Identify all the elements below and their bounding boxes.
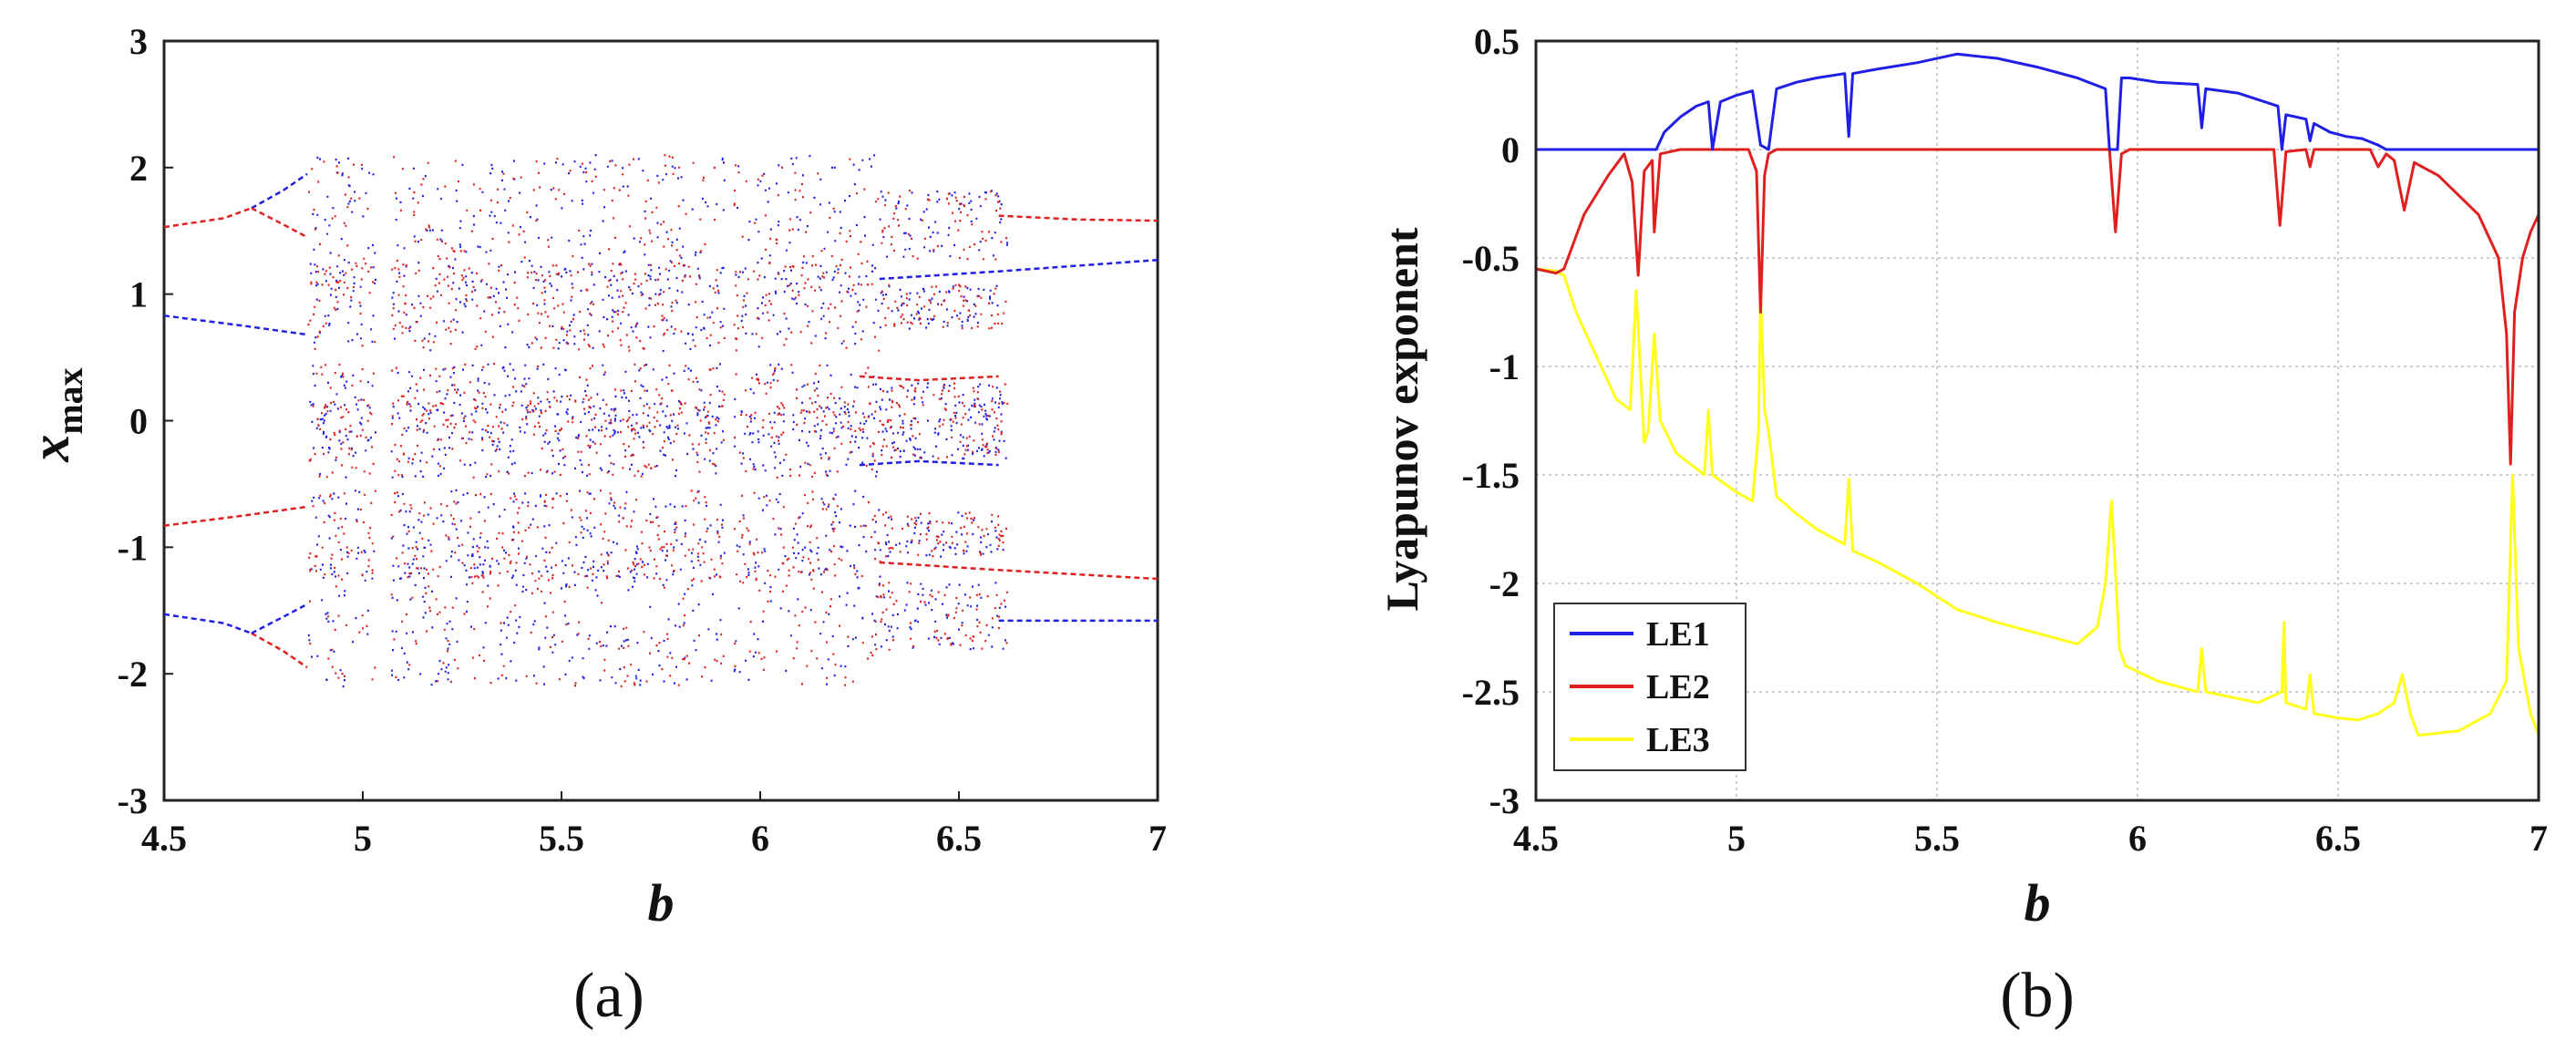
panel-a-tick-labels: 4.5 5 5.5 6 6.5 7 3 2 1 0 -1 -2 -3 [118,21,1167,859]
legend-label-le2: LE2 [1646,668,1710,706]
panel-a-y-tick-label: 3 [129,21,148,62]
branch-outer-bottom [163,613,252,634]
panel-b-x-tick-label: 6.5 [2315,818,2361,859]
series-line-le1 [1536,52,2539,151]
panel-a-y-axis-label-sub: max [49,367,90,434]
branch-right-top [998,214,1159,222]
branch-right-lower-mid [879,561,1159,581]
branch-outer-top-split-b [251,207,308,239]
panel-a-y-axis-label: xmax [20,367,90,462]
panel-b-legend: LE1 LE2 LE3 [1553,603,1747,771]
panel-b-plot-frame [1534,39,2540,802]
panel-b-tick-labels: 4.5 5 5.5 6 6.5 7 0.5 0 -0.5 -1 -1.5 -2 -2.5 -3 [1462,21,2548,859]
branch-center-top [859,375,999,382]
chaotic-points-red [307,154,1009,687]
panel-b-y-tick-label: -3 [1489,780,1520,821]
panel-b-x-tick-label: 5.5 [1914,818,1960,859]
panel-b-y-tick-label: -1.5 [1462,455,1520,496]
panel-b-y-tick-label: 0 [1501,129,1520,170]
legend-label-le3: LE3 [1646,721,1710,759]
branch-center-bottom [859,459,999,467]
panel-b-x-tick-label: 6 [2128,818,2147,859]
branch-inner-top [163,314,308,336]
panel-a-y-tick-label: -2 [118,654,148,695]
panel-a-periodic-branches [163,172,1159,669]
branch-outer-bottom-split-a [251,632,308,669]
panel-a-y-tick-label: 2 [129,148,148,189]
panel-a-y-tick-label: -3 [118,780,148,821]
panel-b-y-tick-label: -2 [1489,563,1520,604]
branch-right-upper-mid [879,258,1159,281]
panel-a-data-points [307,154,1009,688]
panel-a-plot-frame [162,39,1159,802]
branch-inner-bottom [163,505,308,527]
panel-b-y-axis-label: Lyapunov exponent [1376,227,1427,611]
panel-a-bifurcation-diagram: 4.5 5 5.5 6 6.5 7 3 2 1 0 -1 -2 -3 b xmax (a) [20,21,1167,1031]
panel-b-x-axis-label: b [2025,873,2051,933]
branch-outer-bottom-split-b [251,603,308,634]
panel-b-caption: (b) [2000,961,2075,1031]
branch-outer-top-split-a [251,172,308,210]
panel-b-x-tick-label: 7 [2530,818,2548,859]
panel-b-lyapunov-chart: 4.5 5 5.5 6 6.5 7 0.5 0 -0.5 -1 -1.5 -2 -2.5 -3 b Lya… [1376,21,2548,1031]
panel-b-x-tick-label: 5 [1727,818,1746,859]
series-line-le3 [1535,267,2540,737]
panel-a-x-tick-label: 6 [751,818,769,859]
panel-a-caption: (a) [573,961,644,1031]
panel-a-y-tick-label: 0 [129,401,148,442]
panel-a-x-tick-label: 4.5 [141,818,187,859]
panel-a-y-tick-label: 1 [129,274,148,315]
panel-a-y-axis-label-main: x [20,435,80,463]
panel-b-y-tick-label: -2.5 [1462,672,1520,713]
panel-a-x-tick-label: 7 [1149,818,1167,859]
panel-b-x-tick-label: 4.5 [1513,818,1559,859]
panel-b-y-tick-label: 0.5 [1474,21,1520,62]
panel-a-x-tick-label: 6.5 [936,818,982,859]
panel-a-y-tick-label: -1 [118,527,148,568]
panel-a-x-tick-label: 5.5 [539,818,584,859]
panel-b-y-tick-label: -1 [1489,346,1520,387]
panel-b-y-tick-label: -0.5 [1462,238,1520,279]
panel-a-x-tick-label: 5 [354,818,372,859]
legend-label-le1: LE1 [1646,615,1710,654]
branch-outer-top [163,207,252,229]
chaotic-points-blue [307,154,1008,688]
panel-b-series-lines [1535,52,2540,737]
panel-a-x-axis-label: b [648,873,675,933]
series-line-le2 [1535,148,2540,466]
